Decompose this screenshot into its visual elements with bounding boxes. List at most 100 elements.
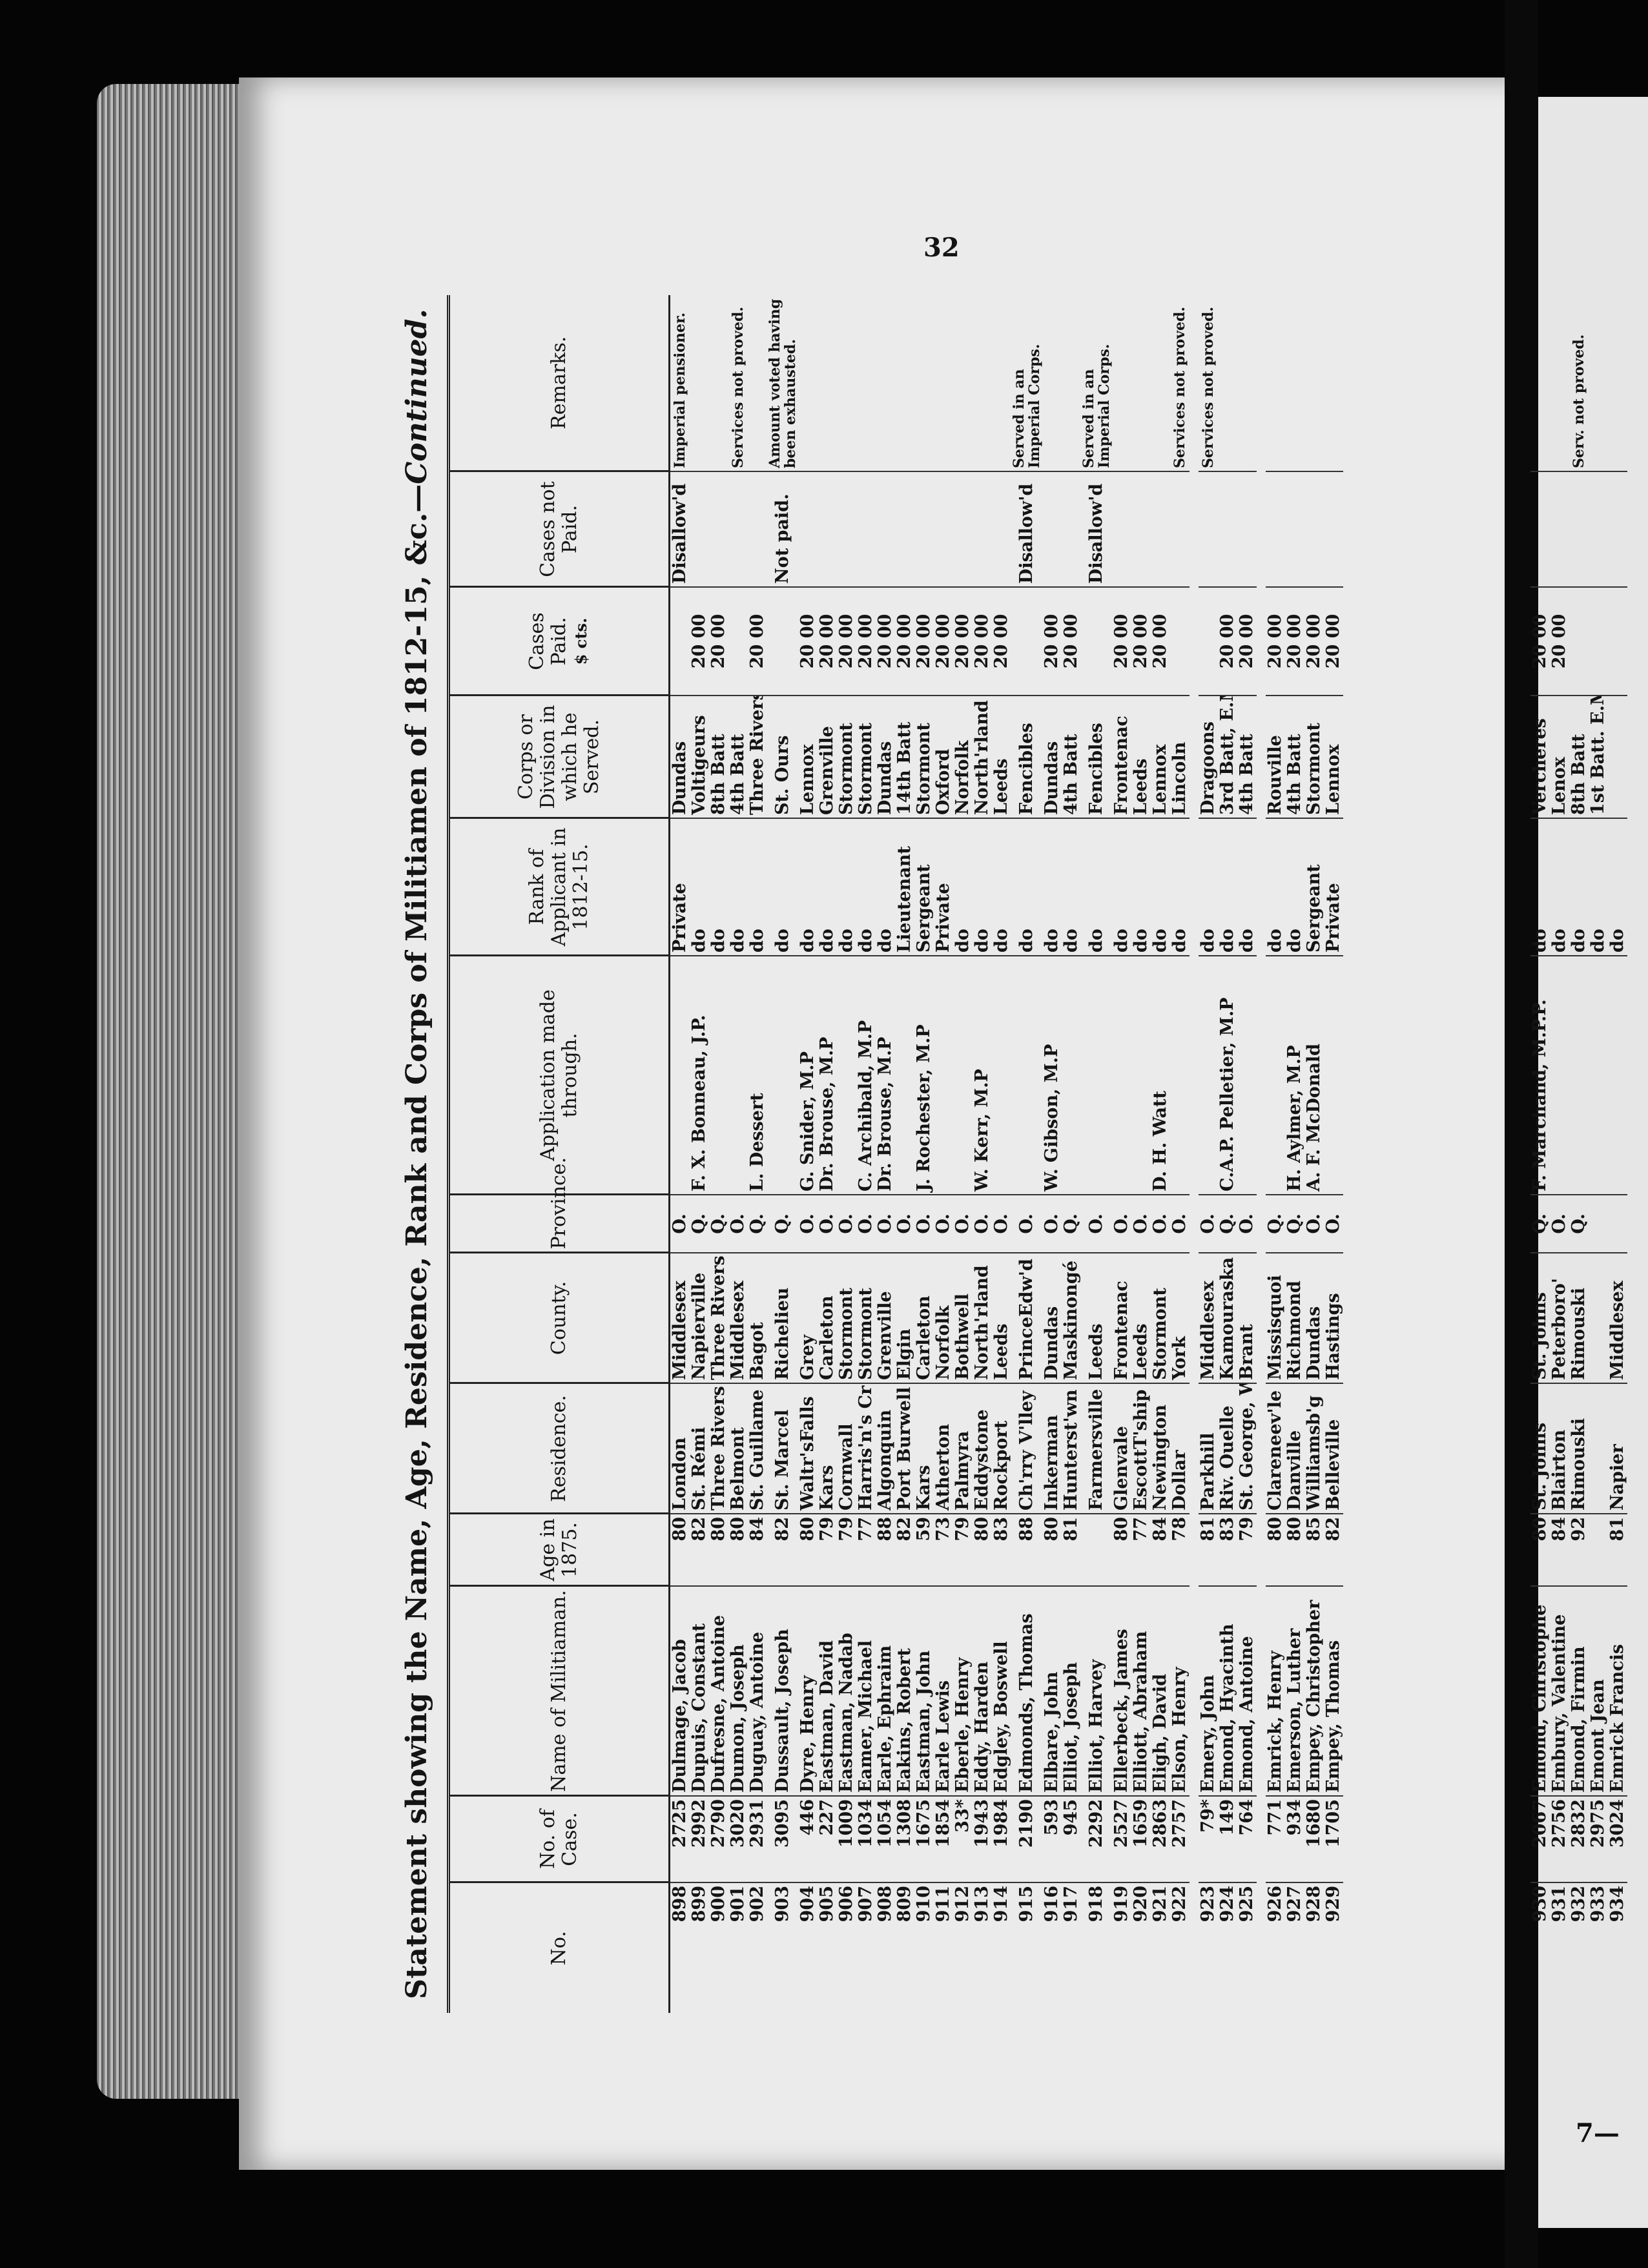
cell-rank: do [1011,818,1042,956]
cell-residence: Rimouski [1569,1383,1589,1514]
cell-province: O. [1199,1195,1218,1253]
cell-residence: Palmyra [953,1383,973,1514]
column-header-no: No. [448,1882,670,2013]
cell-province [1589,1195,1608,1253]
cell-residence: EscottT'ship [1131,1383,1151,1514]
cell-case-no: 2992 [690,1796,709,1882]
cell-rank: do [798,818,818,956]
paid-units: $ cts. [572,617,590,665]
cell-no: 917 [1062,1886,1081,1923]
cell-county: Grenville [876,1253,895,1383]
cell-case-no: 2067 [1530,1796,1550,1882]
cell-case-no: 1034 [856,1796,876,1882]
cell-application [728,956,748,1195]
table-row: 933 2975 Emont Jean do 1st Batt. E.M [1589,295,1608,2013]
cell-rank: do [709,818,728,956]
cell-case-no: 771 [1266,1796,1285,1882]
cell-residence: Blairton [1550,1383,1569,1514]
cell-cases-not-paid [934,471,953,587]
cell-age: 84 [1151,1514,1170,1586]
table-row: 932 2832 Emond, Firmin 92 Rimouski Rimouski Q.… [1569,295,1589,2013]
cell-rank: do [1285,818,1304,956]
cell-corps: Frontenac [1112,696,1131,818]
cell-case-no: 2863 [1151,1796,1170,1882]
cell-cases-not-paid [973,471,992,587]
table-row: 917 945 Elliot, Joseph 81 Hunterst'wn Maskino… [1062,295,1081,2013]
cell-name: Earle, Ephraim [876,1586,895,1796]
signature-mark: 7— [1576,2118,1620,2149]
column-header-label: County. [548,1281,570,1356]
cell-rank: do [767,818,798,956]
cell-county: Stormont [837,1253,856,1383]
cell-case-no: 1009 [837,1796,856,1882]
cell-remarks [1550,295,1569,471]
column-header-label: Application made through. [537,989,581,1161]
cell-application: J. Rochester, M.P [914,956,934,1195]
cell-remarks: Served in an Imperial Corps. [1081,295,1112,471]
cell-age: 82 [895,1514,914,1586]
cell-case-no: 79* [1199,1796,1218,1882]
cell-remarks [818,295,837,471]
cell-rank: do [1608,818,1627,956]
cell-case-no: 2832 [1569,1796,1589,1882]
cell-remarks [798,295,818,471]
cell-province: O. [818,1195,837,1253]
cell-rank: do [1081,818,1112,956]
cell-county: Dundas [1304,1253,1324,1383]
cell-age: 79 [953,1514,973,1586]
cell-application [1324,956,1343,1195]
cell-case-no: 446 [798,1796,818,1882]
cell-residence: Riv. Ouelle [1218,1383,1237,1514]
cell-county: Norfolk [934,1253,953,1383]
cell-corps: 4th Batt [728,696,748,818]
cell-cases-paid: 20 00 [1324,587,1343,696]
cell-county: Leeds [1131,1253,1151,1383]
cell-county [1589,1253,1608,1383]
cell-cases-not-paid: Disallow'd [1011,471,1042,587]
cell-cases-paid: 20 00 [709,587,728,696]
cell-cases-paid: 20 00 [953,587,973,696]
cell-name: Emond, Christophe [1530,1586,1550,1796]
cell-application: F. X. Bonneau, J.P. [690,956,709,1195]
cell-province: Q. [709,1195,728,1253]
cell-cases-paid [1608,587,1627,696]
cell-age: 80 [798,1514,818,1586]
cell-name: Elliot, Joseph [1062,1586,1081,1796]
cell-residence: Kars [914,1383,934,1514]
cell-application [669,956,690,1195]
cell-rank: do [818,818,837,956]
cell-remarks [1589,295,1608,471]
cell-age: 81 [1608,1514,1627,1586]
cell-county: Richelieu [767,1253,798,1383]
cell-province: O. [1151,1195,1170,1253]
cell-no: 926 [1266,1886,1285,1923]
cell-county: Middlesex [1608,1253,1627,1383]
cell-cases-not-paid [709,471,728,587]
cell-province: O. [1324,1195,1343,1253]
table-row: 934 3024 Emrick Francis 81 Napier Middlesex do [1608,295,1627,2013]
cell-age: 80 [973,1514,992,1586]
cell-age: 79 [1237,1514,1257,1586]
cell-rank: do [837,818,856,956]
cell-name: Duguay, Antoine [748,1586,767,1796]
cell-county: Leeds [1081,1253,1112,1383]
cell-county: Peterboro' [1550,1253,1569,1383]
cell-residence: Belleville [1324,1383,1343,1514]
cell-residence: Dollar [1170,1383,1190,1514]
cell-name: Eastman, John [914,1586,934,1796]
cell-residence: London [669,1383,690,1514]
table-row: 900 2790 Dufresne, Antoine 80 Three Rivers Th… [709,295,728,2013]
cell-rank: do [1530,818,1550,956]
cell-case-no: 1675 [914,1796,934,1882]
column-header-residence: Residence. [448,1383,670,1514]
cell-corps: Norfolk [953,696,973,818]
table-row: 908 1054 Earle, Ephraim 88 Algonquin Grenvill… [876,295,895,2013]
cell-residence: St. Johns [1530,1383,1550,1514]
table-row: 931 2756 Embury, Valentine 84 Blairton Peterb… [1550,295,1569,2013]
cell-cases-paid: 20 00 [1237,587,1257,696]
cell-province: Q. [1062,1195,1081,1253]
cell-county: PrinceEdw'd [1011,1253,1042,1383]
cell-province: O. [1011,1195,1042,1253]
cell-rank: Private [934,818,953,956]
cell-corps: Stormont [1304,696,1324,818]
